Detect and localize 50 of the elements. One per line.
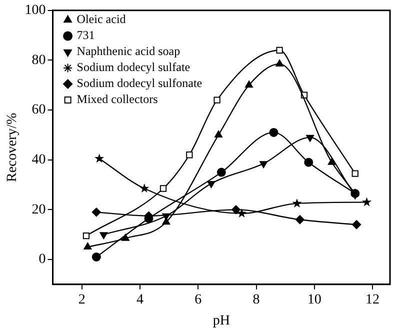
point [362, 197, 372, 206]
point [82, 232, 90, 240]
point [276, 59, 284, 66]
legend-label: Sodium dodecyl sulfonate [76, 76, 202, 90]
point [306, 134, 314, 142]
y-tick-label: 40 [32, 152, 46, 168]
x-tick-label: 8 [252, 292, 260, 308]
point [214, 96, 220, 104]
x-tick-label: 6 [194, 292, 202, 308]
point [214, 130, 222, 138]
legend-label: 731 [76, 28, 95, 42]
point [269, 128, 278, 137]
point [352, 220, 362, 230]
y-tick-label: 0 [38, 252, 46, 268]
y-tick-label: 100 [24, 3, 46, 18]
point [94, 154, 104, 163]
x-tick-label: 4 [136, 292, 144, 308]
point [140, 184, 150, 193]
point [295, 215, 304, 224]
point [292, 198, 302, 208]
point [84, 242, 92, 250]
point [160, 185, 167, 192]
point [231, 205, 240, 214]
x-tick-label: 2 [78, 292, 86, 308]
y-tick-label: 20 [32, 202, 46, 218]
point [186, 152, 193, 158]
point [328, 158, 336, 165]
point [352, 170, 358, 177]
point [122, 234, 130, 241]
point [245, 80, 253, 88]
point [207, 181, 216, 188]
point [304, 158, 314, 167]
point [260, 161, 268, 168]
x-axis-title: pH [212, 313, 230, 328]
point [162, 218, 170, 225]
legend-label: Oleic acid [76, 12, 126, 26]
x-tick-label: 10 [307, 292, 322, 308]
legend-label: Mixed collectors [76, 92, 158, 106]
y-tick-label: 60 [32, 102, 46, 118]
point [236, 208, 247, 218]
point [92, 208, 101, 217]
point [92, 252, 101, 262]
legend-label: Naphthenic acid soap [76, 44, 180, 58]
legend-label: Sodium dodecyl sulfate [76, 60, 190, 74]
point [100, 232, 108, 240]
point [216, 168, 226, 177]
point [276, 46, 283, 54]
x-tick-label: 12 [366, 292, 380, 308]
y-tick-label: 80 [32, 52, 46, 68]
y-axis-title: Recovery/% [5, 112, 20, 182]
